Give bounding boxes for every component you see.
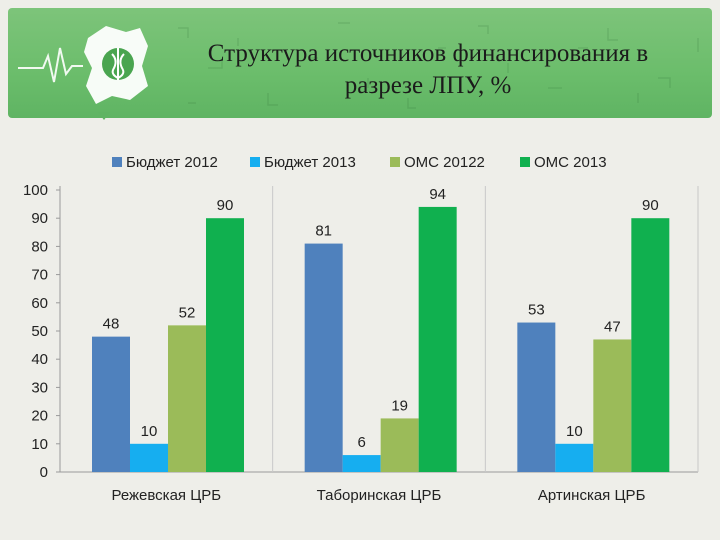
y-tick-label: 0 (40, 464, 48, 481)
data-label: 48 (103, 316, 120, 333)
data-label: 81 (315, 223, 332, 240)
title-line-2: разрезе ЛПУ, % (344, 72, 512, 99)
data-label: 90 (642, 197, 659, 214)
data-label: 10 (566, 423, 583, 440)
bar-chart: Бюджет 2012 Бюджет 2013 ОМС 20122 ОМС 2013 … (23, 154, 699, 504)
y-tick-label: 30 (31, 379, 48, 396)
data-label: 94 (429, 186, 446, 203)
header-background-pattern (178, 22, 699, 109)
bar (304, 243, 343, 472)
bar (342, 455, 381, 472)
bar (593, 339, 632, 472)
y-tick-label: 70 (31, 267, 48, 284)
chart-legend: Бюджет 2012 Бюджет 2013 ОМС 20122 ОМС 2013 (112, 154, 607, 171)
data-label: 6 (357, 434, 365, 451)
y-tick-label: 80 (31, 238, 48, 255)
legend-label: ОМС 2013 (534, 154, 607, 171)
logo (18, 26, 148, 104)
y-tick-label: 60 (31, 295, 48, 312)
x-tick-label: Режевская ЦРБ (111, 487, 221, 504)
y-axis: 0 10 20 30 40 50 60 70 80 90 100 (23, 182, 60, 481)
bar (92, 336, 130, 472)
data-label: 90 (217, 197, 234, 214)
legend-swatch (250, 157, 260, 167)
legend-label: ОМС 20122 (404, 154, 485, 171)
header-notch (98, 112, 110, 120)
data-label: 10 (141, 423, 158, 440)
bar (168, 325, 206, 472)
x-axis: Режевская ЦРБ Таборинская ЦРБ Артинская ЦР… (111, 487, 645, 504)
bar (631, 218, 670, 472)
data-label: 19 (391, 397, 408, 414)
x-tick-label: Таборинская ЦРБ (317, 487, 442, 504)
legend-swatch (390, 157, 400, 167)
bar (517, 322, 556, 472)
legend-swatch (112, 157, 122, 167)
y-tick-label: 10 (31, 436, 48, 453)
legend-label: Бюджет 2012 (126, 154, 218, 171)
legend-swatch (520, 157, 530, 167)
chart-bars: 48 10 52 90 81 6 19 94 53 10 47 90 (92, 186, 670, 473)
y-tick-label: 20 (31, 408, 48, 425)
bar (380, 418, 419, 472)
page-title: Структура источников финансирования в ра… (158, 38, 698, 102)
title-line-1: Структура источников финансирования в (207, 40, 649, 67)
data-label: 53 (528, 302, 545, 319)
bar (418, 206, 457, 473)
y-tick-label: 100 (23, 182, 48, 199)
x-tick-label: Артинская ЦРБ (538, 487, 646, 504)
y-tick-label: 90 (31, 210, 48, 227)
bar (555, 443, 594, 472)
data-label: 52 (179, 304, 196, 321)
bar (206, 218, 244, 472)
bar (130, 443, 168, 472)
y-tick-label: 50 (31, 323, 48, 340)
legend-label: Бюджет 2013 (264, 154, 356, 171)
y-tick-label: 40 (31, 351, 48, 368)
slide-header: Структура источников финансирования в ра… (8, 8, 712, 118)
data-label: 47 (604, 318, 621, 335)
